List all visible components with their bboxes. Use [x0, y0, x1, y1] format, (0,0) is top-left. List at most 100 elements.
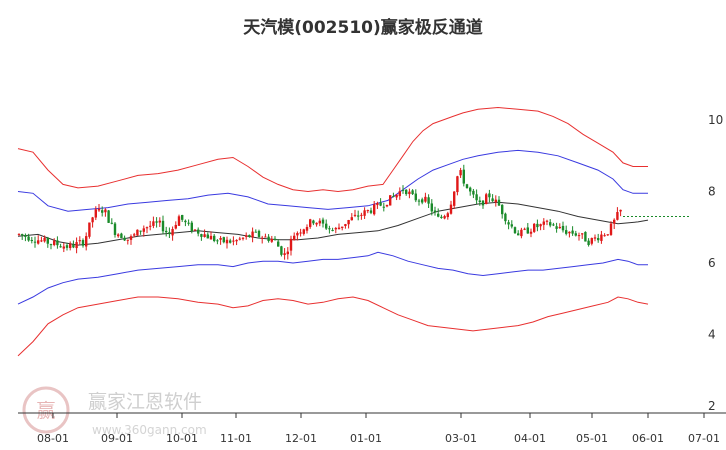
watermark-seal-char: 赢 — [36, 400, 55, 422]
candle-body — [411, 190, 414, 195]
candle-body — [299, 232, 302, 234]
candle-body — [200, 234, 203, 237]
candle-body — [305, 227, 309, 231]
candle-body — [609, 223, 613, 235]
candle-body — [293, 235, 296, 241]
candle-body — [328, 228, 331, 230]
candle-body — [325, 223, 328, 229]
candle-body — [209, 235, 213, 240]
candle-body — [117, 234, 120, 237]
candle-body — [555, 226, 558, 229]
candle-body — [309, 219, 312, 227]
inner-upper-band-line — [17, 149, 648, 212]
candle-body — [347, 219, 350, 225]
candle-body — [222, 237, 225, 243]
candle-body — [507, 222, 510, 225]
candle-body — [315, 222, 318, 225]
candle-body — [171, 228, 174, 236]
candle-body — [152, 221, 155, 226]
candle-body — [289, 238, 293, 251]
y-tick-label: 4 — [708, 328, 716, 342]
outer-upper-band-line — [17, 106, 648, 193]
x-tick-label: 05-01 — [576, 432, 608, 445]
candle-body — [331, 230, 334, 232]
candle-body — [206, 234, 209, 239]
candle-body — [187, 222, 190, 224]
inner-lower-band-line — [17, 251, 648, 305]
candle-body — [526, 227, 529, 234]
candle-body — [129, 236, 133, 240]
axes: 08-01 09-01 10-01 11-01 12-01 01-01 03-01 04-01… — [18, 113, 726, 445]
candle-body — [485, 194, 488, 205]
candle-body — [481, 200, 485, 206]
candle-body — [568, 231, 571, 234]
candle-body — [40, 240, 43, 242]
candle-body — [382, 206, 385, 208]
candle-body — [440, 216, 443, 218]
candle-body — [456, 176, 459, 193]
candle-body — [417, 200, 421, 202]
candle-body — [120, 233, 123, 239]
watermark-brand-text: 赢家江恩软件 — [88, 391, 202, 413]
x-tick-label: 03-01 — [445, 432, 477, 445]
candle-body — [113, 223, 117, 235]
candle-body — [545, 220, 549, 222]
candle-body — [581, 233, 584, 235]
candle-body — [225, 239, 229, 244]
candle-body — [427, 197, 430, 204]
chart-title: 天汽模(002510)赢家极反通道 — [243, 18, 483, 38]
candle-body — [475, 194, 478, 201]
candle-body — [91, 217, 94, 223]
candle-body — [107, 210, 110, 223]
candle-body — [520, 229, 523, 237]
candle-body — [373, 204, 376, 215]
candle-body — [597, 238, 600, 241]
candle-body — [283, 253, 286, 256]
candle-body — [443, 216, 446, 219]
candle-body — [261, 237, 264, 239]
candle-body — [606, 234, 609, 236]
candle-body — [462, 169, 465, 184]
candle-body — [56, 240, 59, 246]
candle-body — [193, 229, 197, 231]
candle-body — [123, 237, 126, 241]
candle-body — [341, 226, 344, 228]
candle-body — [334, 228, 337, 230]
candle-body — [574, 233, 577, 236]
candle-body — [53, 240, 56, 245]
candle-body — [529, 231, 533, 234]
candle-body — [62, 246, 65, 249]
candle-body — [219, 238, 222, 240]
candle-body — [459, 170, 462, 176]
candle-body — [357, 215, 360, 217]
candle-body — [81, 240, 85, 246]
candle-body — [37, 240, 40, 244]
candle-body — [552, 224, 555, 226]
candle-body — [238, 238, 241, 240]
candle-body — [494, 199, 497, 203]
candle-body — [363, 210, 366, 216]
watermark-seal-icon — [22, 386, 70, 434]
candle-body — [232, 240, 235, 242]
candle-body — [24, 235, 27, 237]
candle-body — [549, 222, 552, 226]
candle-body — [392, 195, 395, 197]
candle-body — [376, 203, 379, 206]
candle-body — [539, 224, 542, 227]
candle-body — [337, 227, 341, 230]
candle-body — [158, 220, 161, 223]
candle-body — [584, 231, 587, 242]
candle-body — [30, 239, 33, 241]
candle-body — [248, 234, 251, 237]
candle-body — [267, 236, 270, 242]
candle-body — [168, 232, 171, 235]
candle-body — [78, 240, 81, 242]
candle-body — [600, 234, 603, 241]
candle-body — [433, 210, 437, 213]
candle-body — [321, 219, 325, 224]
candle-body — [139, 230, 142, 232]
candlesticks — [17, 164, 690, 260]
candle-body — [149, 225, 152, 227]
candle-body — [542, 221, 545, 225]
